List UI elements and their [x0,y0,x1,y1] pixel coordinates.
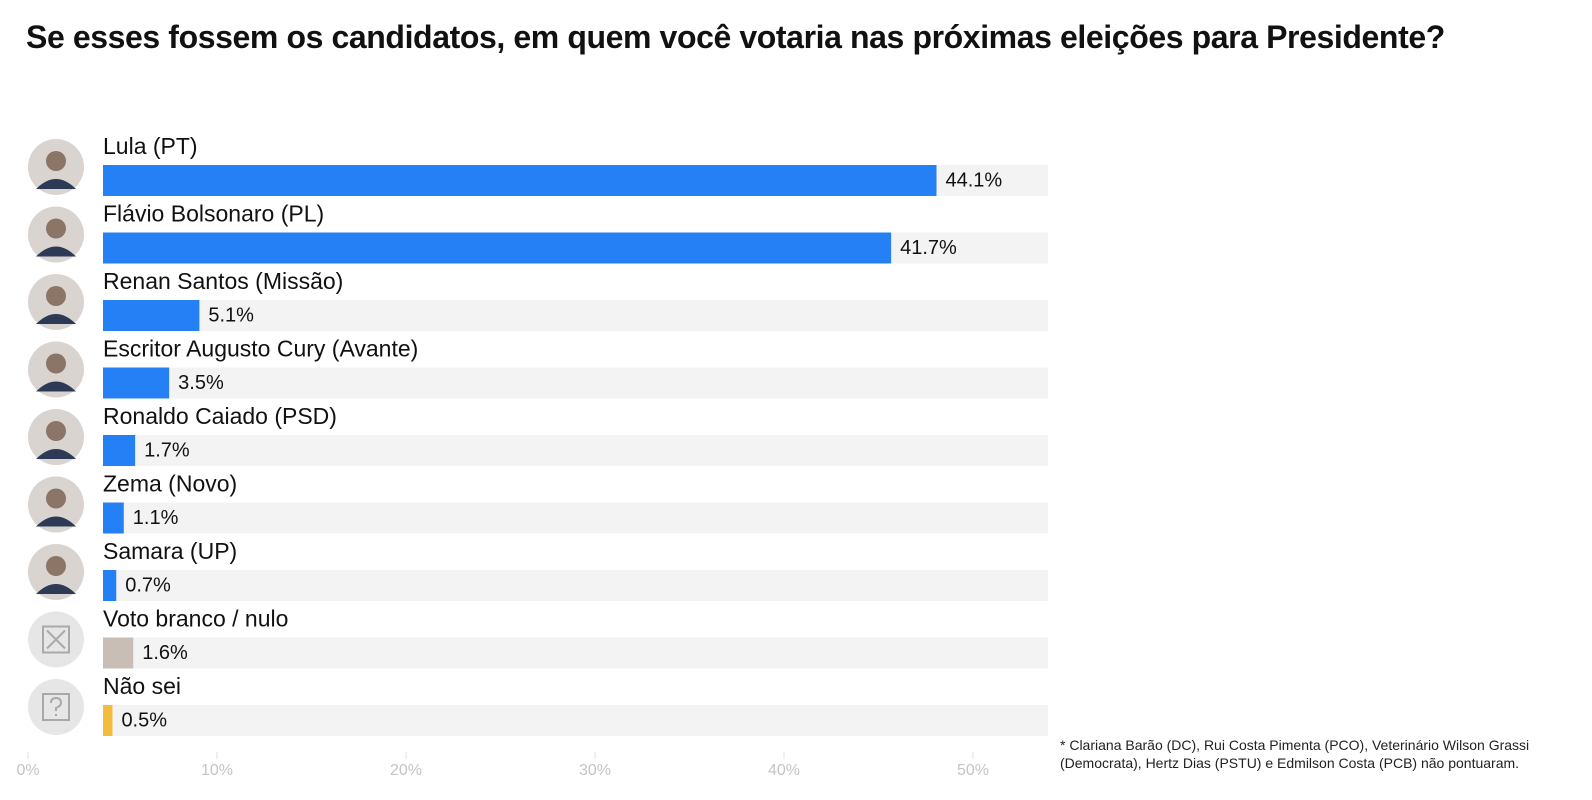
x-tick-label: 10% [201,762,233,779]
value-label: 5.1% [208,304,254,326]
avatar-head [46,218,66,239]
x-tick-label: 30% [579,762,611,779]
icon-question [50,696,63,716]
category-label: Zema (Novo) [103,471,237,497]
bar [103,637,134,669]
avatar-body [36,179,76,189]
x-tick-label: 0% [16,762,39,779]
category-label: Não sei [103,673,181,699]
avatar-body [36,449,76,459]
icon-box [42,625,70,654]
bar-track [103,637,1048,669]
value-label: 44.1% [945,169,1002,191]
bar-track [103,570,1048,601]
x-tick-label: 40% [768,762,800,779]
bar [103,300,200,331]
avatar-head [46,556,66,576]
bar [103,502,124,534]
bar [103,367,170,399]
value-label: 0.5% [121,709,167,731]
value-label: 41.7% [900,237,957,259]
chart-title: Se esses fossem os candidatos, em quem v… [26,19,1445,55]
bar [103,705,113,736]
avatar-head [46,286,66,306]
value-label: 0.7% [125,574,171,596]
value-label: 1.7% [144,439,190,461]
footnote: * Clariana Barão (DC), Rui Costa Pimenta… [1060,737,1530,771]
icon-box [42,693,70,721]
bar [103,570,117,601]
value-label: 1.1% [133,507,179,529]
category-label: Flávio Bolsonaro (PL) [103,201,324,227]
category-label: Samara (UP) [103,538,237,564]
category-label: Escritor Augusto Cury (Avante) [103,336,418,362]
avatar-head [46,353,66,374]
bar-track [103,502,1048,534]
avatar-body [36,584,76,594]
bar [103,232,892,264]
bar [103,435,136,466]
bar-track [103,435,1048,466]
bar-track [103,300,1048,331]
bar-track [103,705,1048,736]
category-label: Renan Santos (Missão) [103,268,343,294]
category-label: Voto branco / nulo [103,606,288,632]
avatar-head [46,488,66,509]
bar [103,165,937,196]
bar-track [103,367,1048,399]
value-label: 3.5% [178,372,224,394]
avatar-body [36,314,76,324]
avatar-head [46,421,66,441]
category-label: Lula (PT) [103,133,198,159]
avatar-body [36,516,76,527]
avatar-body [36,381,76,392]
x-tick-label: 50% [957,762,989,779]
icon-x [46,629,66,650]
avatar-body [36,246,76,257]
x-tick-label: 20% [390,762,422,779]
category-label: Ronaldo Caiado (PSD) [103,403,337,429]
avatar-head [46,151,66,171]
value-label: 1.6% [142,642,188,664]
